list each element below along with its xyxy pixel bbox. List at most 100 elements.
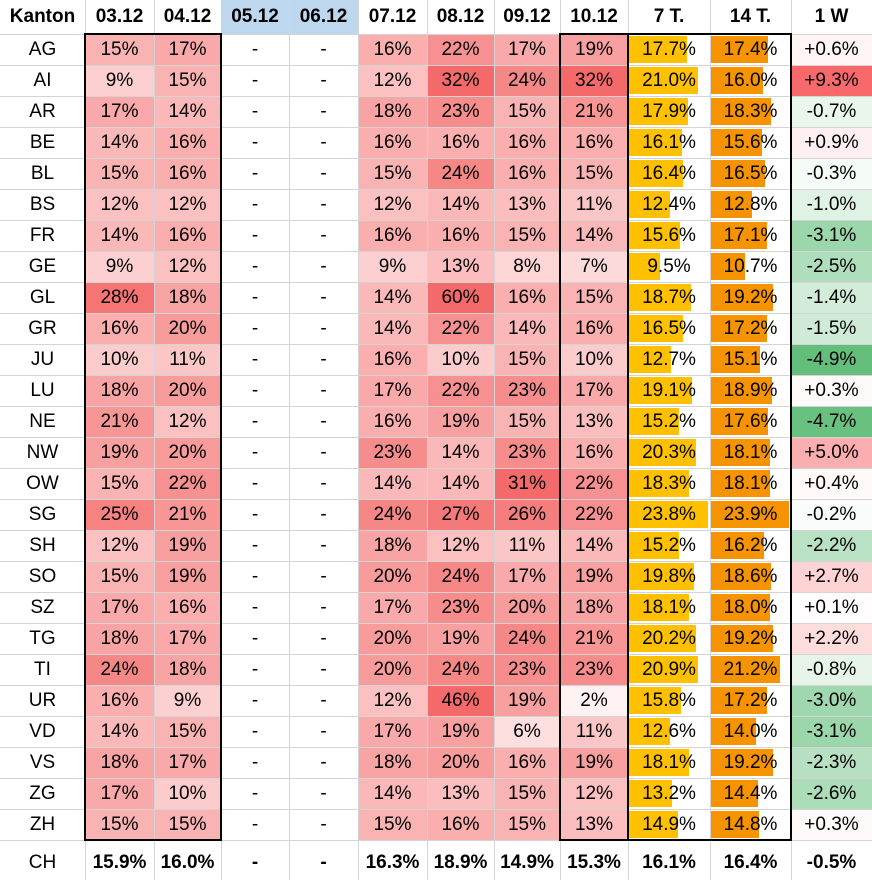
value-cell: - bbox=[289, 344, 358, 375]
value-cell: 17% bbox=[85, 592, 154, 623]
value-cell: 11% bbox=[560, 189, 628, 220]
value-text: 20.9% bbox=[642, 659, 696, 680]
value-cell: - bbox=[289, 251, 358, 282]
value-cell: 15.6% bbox=[710, 127, 791, 158]
value-cell: -2.2% bbox=[791, 530, 872, 561]
value-cell: - bbox=[289, 437, 358, 468]
value-text: 21.0% bbox=[642, 70, 696, 91]
value-cell: 14% bbox=[154, 96, 221, 127]
value-cell: 25% bbox=[85, 499, 154, 530]
value-cell: - bbox=[221, 561, 289, 592]
value-cell: 20% bbox=[494, 592, 560, 623]
total-value-cell: 16.3% bbox=[365, 852, 420, 873]
value-cell: 16% bbox=[427, 809, 494, 840]
kanton-cell: JU bbox=[30, 349, 55, 370]
kanton-cell: GL bbox=[29, 287, 56, 308]
value-cell: 18.0% bbox=[710, 592, 791, 623]
kanton-cell: NE bbox=[29, 411, 56, 432]
value-cell: 19% bbox=[494, 685, 560, 716]
value-cell: 11% bbox=[494, 530, 560, 561]
value-cell: 14.4% bbox=[710, 778, 791, 809]
grid-line bbox=[0, 437, 872, 438]
value-cell: - bbox=[289, 158, 358, 189]
kanton-cell: SG bbox=[28, 504, 57, 525]
value-text: 19.2% bbox=[723, 628, 778, 649]
value-cell: - bbox=[289, 747, 358, 778]
grid-line bbox=[0, 375, 872, 376]
value-cell: 19% bbox=[427, 623, 494, 654]
value-cell: 14% bbox=[85, 220, 154, 251]
value-cell: - bbox=[221, 406, 289, 437]
value-cell: 23% bbox=[358, 437, 427, 468]
value-text: 15.8% bbox=[642, 690, 696, 711]
value-cell: 16% bbox=[358, 406, 427, 437]
grid-line bbox=[0, 840, 872, 841]
kanton-cell: NW bbox=[26, 442, 59, 463]
value-cell: 9% bbox=[85, 251, 154, 282]
bar-14t bbox=[710, 532, 764, 559]
header-09-12: 09.12 bbox=[503, 6, 551, 27]
value-cell: 12% bbox=[154, 406, 221, 437]
bar-14t bbox=[710, 687, 767, 714]
value-cell: 13.2% bbox=[628, 778, 710, 809]
value-cell: 19% bbox=[85, 437, 154, 468]
value-cell: 15% bbox=[494, 406, 560, 437]
value-cell: 20% bbox=[154, 437, 221, 468]
bar-14t bbox=[710, 656, 781, 683]
value-text: 17.4% bbox=[723, 39, 778, 60]
grid-line bbox=[0, 778, 872, 779]
value-cell: 17% bbox=[358, 592, 427, 623]
kanton-cell: SH bbox=[29, 535, 56, 556]
value-cell: 14% bbox=[560, 530, 628, 561]
kanton-cell: OW bbox=[26, 473, 59, 494]
value-cell: 15.2% bbox=[628, 530, 710, 561]
value-text: 21.2% bbox=[723, 659, 778, 680]
bar-7t bbox=[628, 253, 660, 280]
value-cell: 10.7% bbox=[710, 251, 791, 282]
value-text: 17.2% bbox=[723, 690, 778, 711]
value-cell: 32% bbox=[427, 65, 494, 96]
value-text: 16.2% bbox=[723, 535, 778, 556]
value-cell: 18% bbox=[154, 654, 221, 685]
value-cell: -0.8% bbox=[791, 654, 872, 685]
value-cell: 16% bbox=[358, 220, 427, 251]
value-cell: - bbox=[221, 499, 289, 530]
value-cell: 22% bbox=[560, 499, 628, 530]
grid-line bbox=[85, 0, 86, 880]
value-cell: 17% bbox=[494, 34, 560, 65]
total-value-cell: - bbox=[251, 852, 259, 873]
value-cell: -4.9% bbox=[791, 344, 872, 375]
value-cell: 32% bbox=[560, 65, 628, 96]
value-cell: - bbox=[289, 406, 358, 437]
bar-7t bbox=[628, 191, 670, 218]
value-cell: 15% bbox=[154, 809, 221, 840]
bar-14t bbox=[710, 811, 759, 838]
total-kanton-cell: CH bbox=[28, 852, 57, 873]
value-cell: 19.2% bbox=[710, 747, 791, 778]
header-06-12: 06.12 bbox=[289, 0, 358, 34]
value-cell: 20.2% bbox=[628, 623, 710, 654]
value-cell: 15% bbox=[494, 809, 560, 840]
value-text: 18.9% bbox=[723, 380, 778, 401]
kanton-cell: AI bbox=[33, 70, 52, 91]
value-cell: 18.7% bbox=[628, 282, 710, 313]
bar-7t bbox=[628, 98, 688, 125]
value-cell: 24% bbox=[85, 654, 154, 685]
value-cell: 21% bbox=[85, 406, 154, 437]
value-cell: 20% bbox=[358, 623, 427, 654]
value-cell: 16.5% bbox=[710, 158, 791, 189]
value-cell: - bbox=[221, 34, 289, 65]
bar-14t bbox=[710, 346, 760, 373]
bar-14t bbox=[710, 284, 774, 311]
value-cell: 18% bbox=[358, 96, 427, 127]
value-cell: 18% bbox=[85, 747, 154, 778]
total-value-cell: 15.3% bbox=[567, 852, 621, 873]
bar-14t bbox=[710, 563, 772, 590]
value-cell: 12% bbox=[154, 251, 221, 282]
grid-line bbox=[0, 716, 872, 717]
value-cell: 15% bbox=[358, 809, 427, 840]
kanton-cell: AG bbox=[28, 39, 57, 60]
value-cell: 7% bbox=[560, 251, 628, 282]
value-cell: 9% bbox=[154, 685, 221, 716]
bar-7t bbox=[628, 315, 684, 342]
